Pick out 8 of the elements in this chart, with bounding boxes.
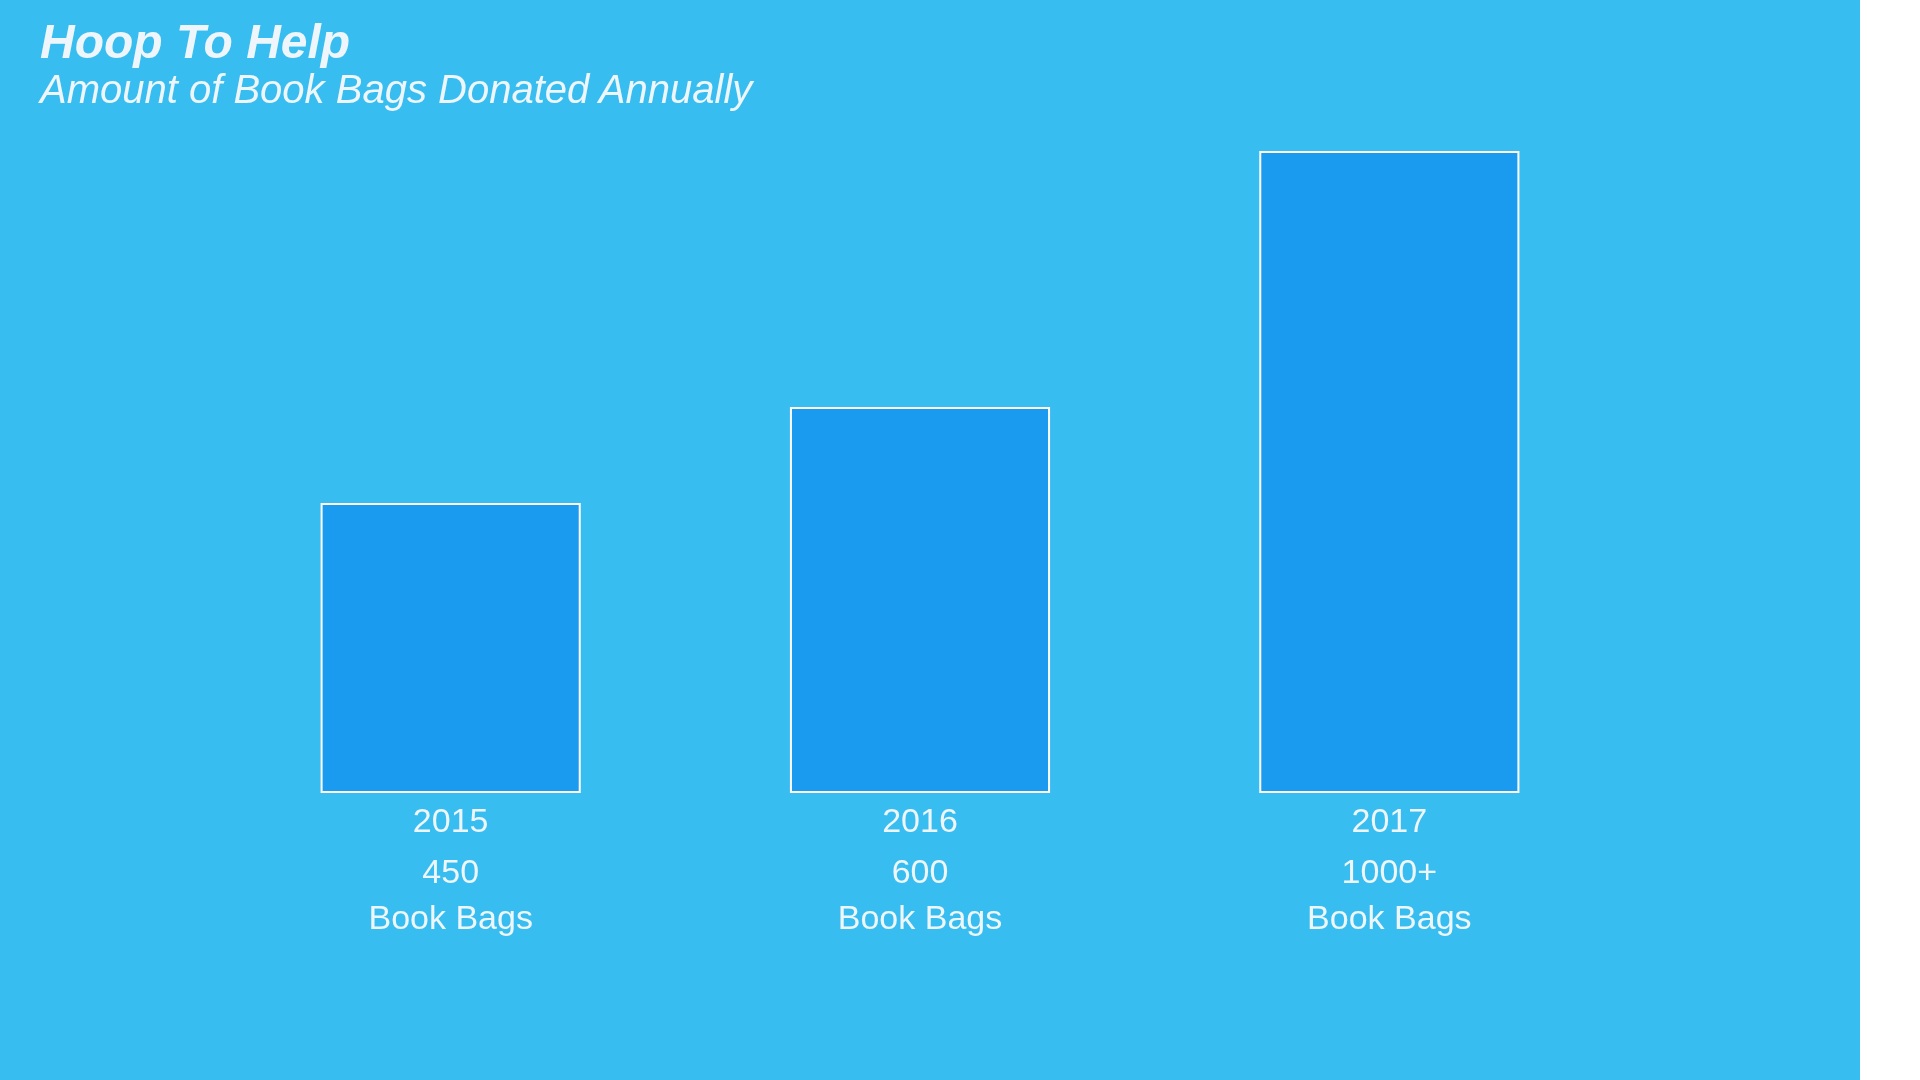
data-label: 1000+ Book Bags bbox=[1307, 852, 1472, 936]
x-tick-label: 2017 bbox=[1351, 800, 1428, 839]
data-label: 600 Book Bags bbox=[837, 852, 1003, 936]
chart-subtitle: Amount of Book Bags Donated Annually bbox=[38, 67, 756, 111]
x-tick-label: 2015 bbox=[412, 800, 489, 839]
x-tick-label: 2016 bbox=[882, 800, 958, 839]
data-label: 450 Book Bags bbox=[368, 852, 533, 936]
chart-title: Hoop To Help bbox=[40, 15, 351, 68]
